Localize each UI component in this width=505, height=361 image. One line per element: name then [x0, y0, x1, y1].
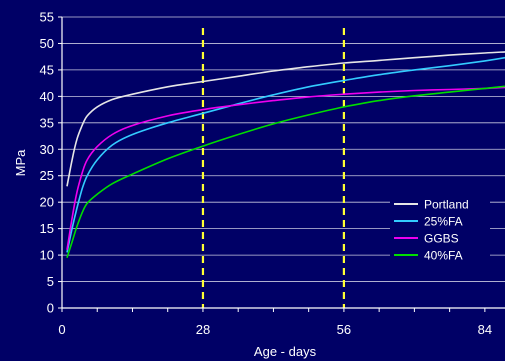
- legend-label-25-fa: 25%FA: [424, 215, 463, 229]
- y-tick-label: 5: [47, 274, 54, 289]
- x-tick-label: 56: [337, 322, 351, 337]
- y-tick-label: 45: [40, 62, 54, 77]
- series-line-40-fa: [66, 85, 505, 258]
- y-tick-label: 40: [40, 89, 54, 104]
- legend-label-ggbs: GGBS: [424, 232, 459, 246]
- axes: 0 5 10 15 20 25 30 35 40 45 50 55 0 28 56 84: [40, 10, 505, 337]
- series-line-portland: [66, 51, 505, 187]
- y-tick-label: 0: [47, 301, 54, 316]
- series-line-ggbs: [66, 86, 505, 250]
- series-lines: [66, 51, 505, 258]
- x-tick-label: 84: [478, 322, 492, 337]
- y-tick-label: 10: [40, 248, 54, 263]
- series-line-25-fa: [66, 56, 505, 253]
- legend-label-portland: Portland: [424, 198, 469, 212]
- y-tick-label: 35: [40, 115, 54, 130]
- y-tick-label: 20: [40, 195, 54, 210]
- reference-lines: [201, 28, 346, 308]
- y-tick-label: 30: [40, 142, 54, 157]
- y-tick-label: 25: [40, 168, 54, 183]
- x-tick-label: 28: [196, 322, 210, 337]
- y-axis-label: MPa: [13, 149, 28, 177]
- y-tick-label: 15: [40, 221, 54, 236]
- y-tick-label: 50: [40, 36, 54, 51]
- x-axis-label: Age - days: [254, 344, 317, 359]
- y-tick-label: 55: [40, 10, 54, 25]
- x-tick-label: 0: [58, 322, 65, 337]
- legend-label-40-fa: 40%FA: [424, 249, 463, 263]
- legend: Portland 25%FA GGBS 40%FA: [390, 194, 490, 268]
